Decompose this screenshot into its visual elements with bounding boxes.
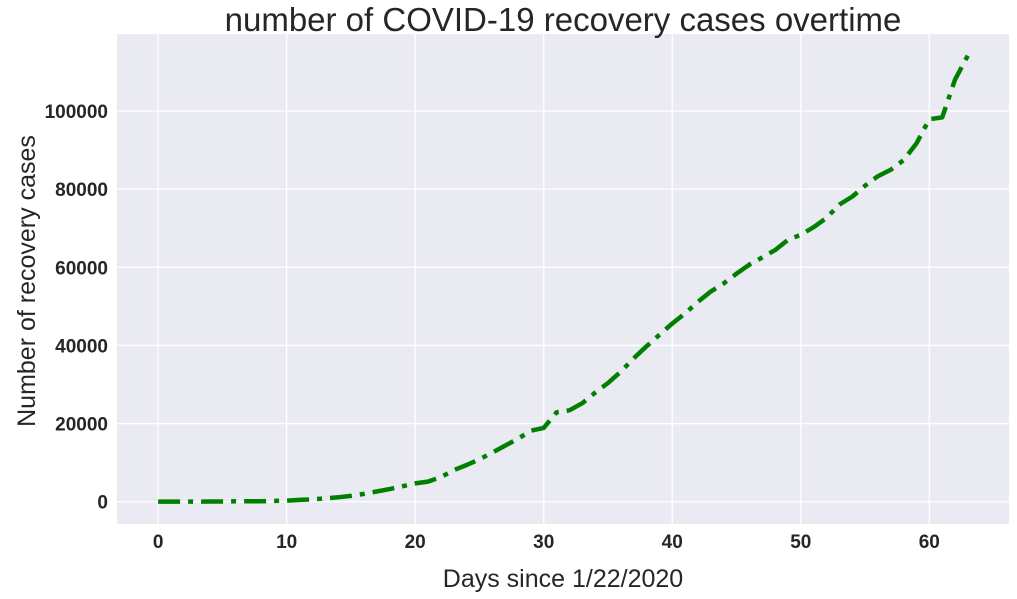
chart-title: number of COVID-19 recovery cases overti… — [225, 1, 902, 38]
x-tick-label: 10 — [276, 532, 297, 553]
x-tick-labels: 0 10 20 30 40 50 60 — [153, 532, 940, 553]
x-tick-label: 30 — [533, 532, 554, 553]
x-tick-label: 50 — [790, 532, 811, 553]
grid-lines — [117, 34, 1009, 524]
y-tick-label: 0 — [97, 493, 108, 514]
x-tick-label: 40 — [662, 532, 683, 553]
series-line — [158, 54, 970, 504]
y-tick-label: 60000 — [55, 258, 108, 279]
series-layer — [158, 54, 970, 504]
y-tick-label: 100000 — [45, 102, 108, 123]
y-axis-label: Number of recovery cases — [13, 135, 41, 427]
y-tick-labels: 0 20000 40000 60000 80000 100000 — [45, 102, 108, 514]
plot-background — [117, 34, 1009, 524]
x-tick-label: 60 — [919, 532, 940, 553]
x-axis-label: Days since 1/22/2020 — [443, 565, 683, 593]
y-tick-label: 40000 — [55, 336, 108, 357]
x-tick-label: 20 — [405, 532, 426, 553]
y-tick-label: 80000 — [55, 180, 108, 201]
x-tick-label: 0 — [153, 532, 164, 553]
y-tick-label: 20000 — [55, 415, 108, 436]
